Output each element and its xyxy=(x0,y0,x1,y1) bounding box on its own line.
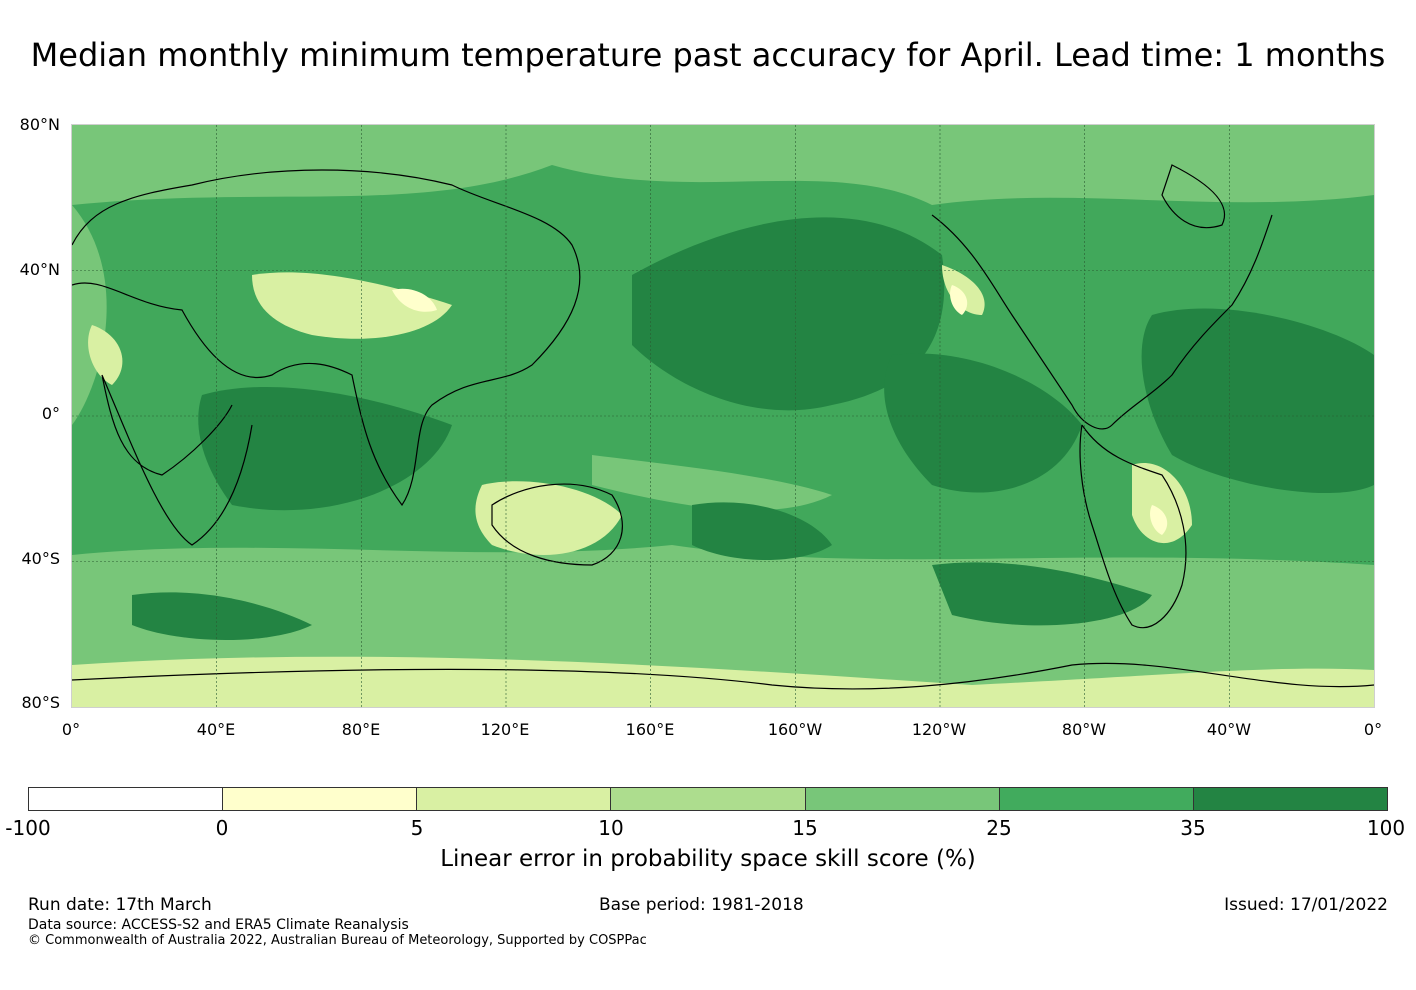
lon-label-40e: 40°E xyxy=(196,720,236,739)
colorbar xyxy=(28,787,1388,811)
colorbar-label: Linear error in probability space skill … xyxy=(440,846,976,872)
lat-label-80n: 80°N xyxy=(19,115,60,134)
skill-map-svg xyxy=(72,125,1374,707)
lon-label-40w: 40°W xyxy=(1206,720,1252,739)
lon-label-160w: 160°W xyxy=(767,720,823,739)
lon-label-160e: 160°E xyxy=(625,720,675,739)
coastlines xyxy=(72,164,1374,690)
issued-date: Issued: 17/01/2022 xyxy=(1224,895,1388,915)
run-date: Run date: 17th March xyxy=(28,895,212,915)
lon-label-80w: 80°W xyxy=(1061,720,1107,739)
colorbar-segment xyxy=(223,788,418,810)
lat-label-equator: 0° xyxy=(41,404,60,423)
colorbar-segment xyxy=(999,788,1194,810)
colorbar-segment xyxy=(417,788,612,810)
colorbar-segment xyxy=(805,788,1000,810)
graticule xyxy=(72,125,1374,707)
colorbar-tick: 25 xyxy=(986,816,1012,840)
colorbar-segment xyxy=(1193,788,1387,810)
colorbar-tick: 15 xyxy=(792,816,818,840)
lowest-skill-zones xyxy=(392,285,1168,535)
copyright: © Commonwealth of Australia 2022, Austra… xyxy=(28,933,647,948)
chart-title: Median monthly minimum temperature past … xyxy=(30,36,1386,74)
data-source: Data source: ACCESS-S2 and ERA5 Climate … xyxy=(28,917,409,933)
colorbar-tick: 35 xyxy=(1180,816,1206,840)
base-period: Base period: 1981-2018 xyxy=(599,895,804,915)
lat-label-80s: 80°S xyxy=(21,693,60,712)
lon-label-120w: 120°W xyxy=(911,720,967,739)
lat-label-40s: 40°S xyxy=(21,549,60,568)
lon-label-120e: 120°E xyxy=(480,720,530,739)
lon-label-0-right: 0° xyxy=(1363,720,1383,739)
colorbar-tick: 0 xyxy=(215,816,229,840)
skill-map xyxy=(71,124,1375,708)
lat-label-40n: 40°N xyxy=(19,260,60,279)
colorbar-tick: -100 xyxy=(5,816,51,840)
colorbar-segment xyxy=(611,788,806,810)
colorbar-tick: 10 xyxy=(598,816,624,840)
colorbar-segment xyxy=(29,788,224,810)
lon-label-80e: 80°E xyxy=(341,720,381,739)
high-skill-zones xyxy=(132,217,1374,640)
colorbar-tick: 5 xyxy=(410,816,424,840)
colorbar-tick: 100 xyxy=(1366,816,1406,840)
lon-label-0-left: 0° xyxy=(61,720,81,739)
